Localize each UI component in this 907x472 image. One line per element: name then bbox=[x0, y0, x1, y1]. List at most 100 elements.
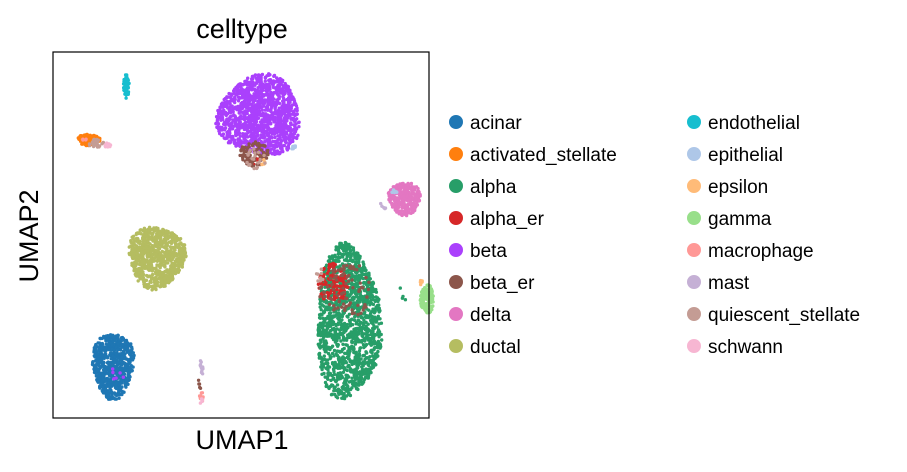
data-point bbox=[280, 147, 284, 151]
data-point bbox=[340, 277, 344, 281]
data-point bbox=[400, 213, 404, 217]
data-point bbox=[275, 99, 279, 104]
data-point bbox=[245, 95, 249, 100]
data-point bbox=[233, 114, 237, 118]
data-point bbox=[258, 143, 263, 148]
data-point bbox=[408, 193, 412, 197]
data-point bbox=[265, 149, 269, 153]
data-point bbox=[410, 189, 414, 193]
data-point bbox=[357, 349, 362, 353]
data-point bbox=[282, 127, 286, 131]
data-point bbox=[241, 158, 245, 162]
data-point bbox=[261, 143, 266, 148]
data-point bbox=[163, 233, 168, 237]
data-point bbox=[379, 332, 383, 337]
data-point bbox=[247, 116, 252, 120]
data-point bbox=[196, 378, 201, 382]
data-point bbox=[328, 308, 332, 312]
data-point bbox=[406, 183, 410, 188]
data-point bbox=[228, 125, 232, 129]
data-point bbox=[362, 318, 366, 322]
data-point bbox=[364, 275, 368, 280]
data-point bbox=[330, 282, 334, 287]
data-point bbox=[354, 257, 359, 261]
data-point bbox=[164, 244, 168, 249]
data-point bbox=[320, 367, 324, 372]
data-point bbox=[223, 123, 227, 127]
data-point bbox=[371, 281, 376, 285]
data-point bbox=[236, 95, 241, 99]
data-point bbox=[271, 112, 275, 116]
data-point bbox=[342, 396, 347, 401]
data-point bbox=[344, 257, 348, 262]
data-point bbox=[267, 87, 271, 91]
data-point bbox=[333, 253, 337, 257]
data-point bbox=[262, 104, 266, 108]
data-point bbox=[356, 312, 360, 317]
data-point bbox=[321, 363, 325, 367]
data-point bbox=[329, 355, 333, 359]
data-point bbox=[259, 91, 263, 95]
data-point bbox=[274, 123, 278, 128]
data-point bbox=[351, 248, 356, 252]
data-point bbox=[271, 85, 276, 90]
data-point bbox=[318, 301, 322, 306]
data-point bbox=[387, 190, 391, 195]
data-point bbox=[259, 79, 263, 83]
data-point bbox=[357, 289, 361, 294]
data-point bbox=[367, 308, 371, 312]
data-point bbox=[114, 351, 118, 356]
data-point bbox=[250, 103, 254, 107]
data-point bbox=[171, 270, 175, 274]
data-point bbox=[244, 132, 249, 136]
data-point bbox=[166, 270, 171, 274]
data-point bbox=[266, 139, 270, 143]
data-point bbox=[224, 96, 229, 100]
data-point bbox=[266, 106, 270, 110]
data-point bbox=[391, 196, 395, 200]
data-point bbox=[350, 275, 354, 279]
data-point bbox=[344, 394, 349, 398]
data-point bbox=[347, 354, 351, 358]
data-point bbox=[119, 344, 123, 348]
data-point bbox=[230, 104, 234, 108]
data-point bbox=[272, 73, 277, 78]
data-point bbox=[183, 251, 188, 255]
data-point bbox=[142, 226, 147, 230]
data-point bbox=[358, 370, 362, 374]
data-point bbox=[270, 143, 274, 147]
data-point bbox=[136, 249, 140, 253]
data-point bbox=[346, 384, 350, 389]
data-point bbox=[139, 268, 144, 272]
data-point bbox=[115, 381, 119, 385]
data-point bbox=[124, 385, 128, 389]
data-point bbox=[319, 298, 323, 303]
data-point bbox=[407, 207, 412, 211]
data-point bbox=[150, 272, 155, 277]
data-point bbox=[113, 397, 117, 401]
data-point bbox=[364, 342, 369, 347]
data-point bbox=[343, 338, 347, 342]
data-point bbox=[332, 304, 336, 308]
data-point bbox=[357, 352, 361, 356]
data-point bbox=[354, 321, 359, 325]
data-point bbox=[327, 262, 332, 267]
data-point bbox=[327, 305, 331, 309]
data-point bbox=[150, 233, 154, 237]
data-point bbox=[342, 328, 347, 332]
data-point bbox=[112, 348, 116, 353]
data-point bbox=[325, 375, 329, 379]
data-point bbox=[342, 346, 346, 351]
data-point bbox=[371, 360, 375, 364]
data-point bbox=[241, 134, 245, 139]
data-point bbox=[366, 333, 370, 337]
data-point bbox=[348, 294, 352, 298]
data-point bbox=[127, 374, 131, 378]
data-point bbox=[363, 370, 367, 375]
data-point bbox=[249, 123, 253, 127]
data-point bbox=[275, 141, 280, 145]
data-point bbox=[246, 129, 251, 133]
data-point bbox=[283, 105, 288, 109]
data-point bbox=[197, 382, 202, 386]
data-point bbox=[170, 257, 174, 262]
